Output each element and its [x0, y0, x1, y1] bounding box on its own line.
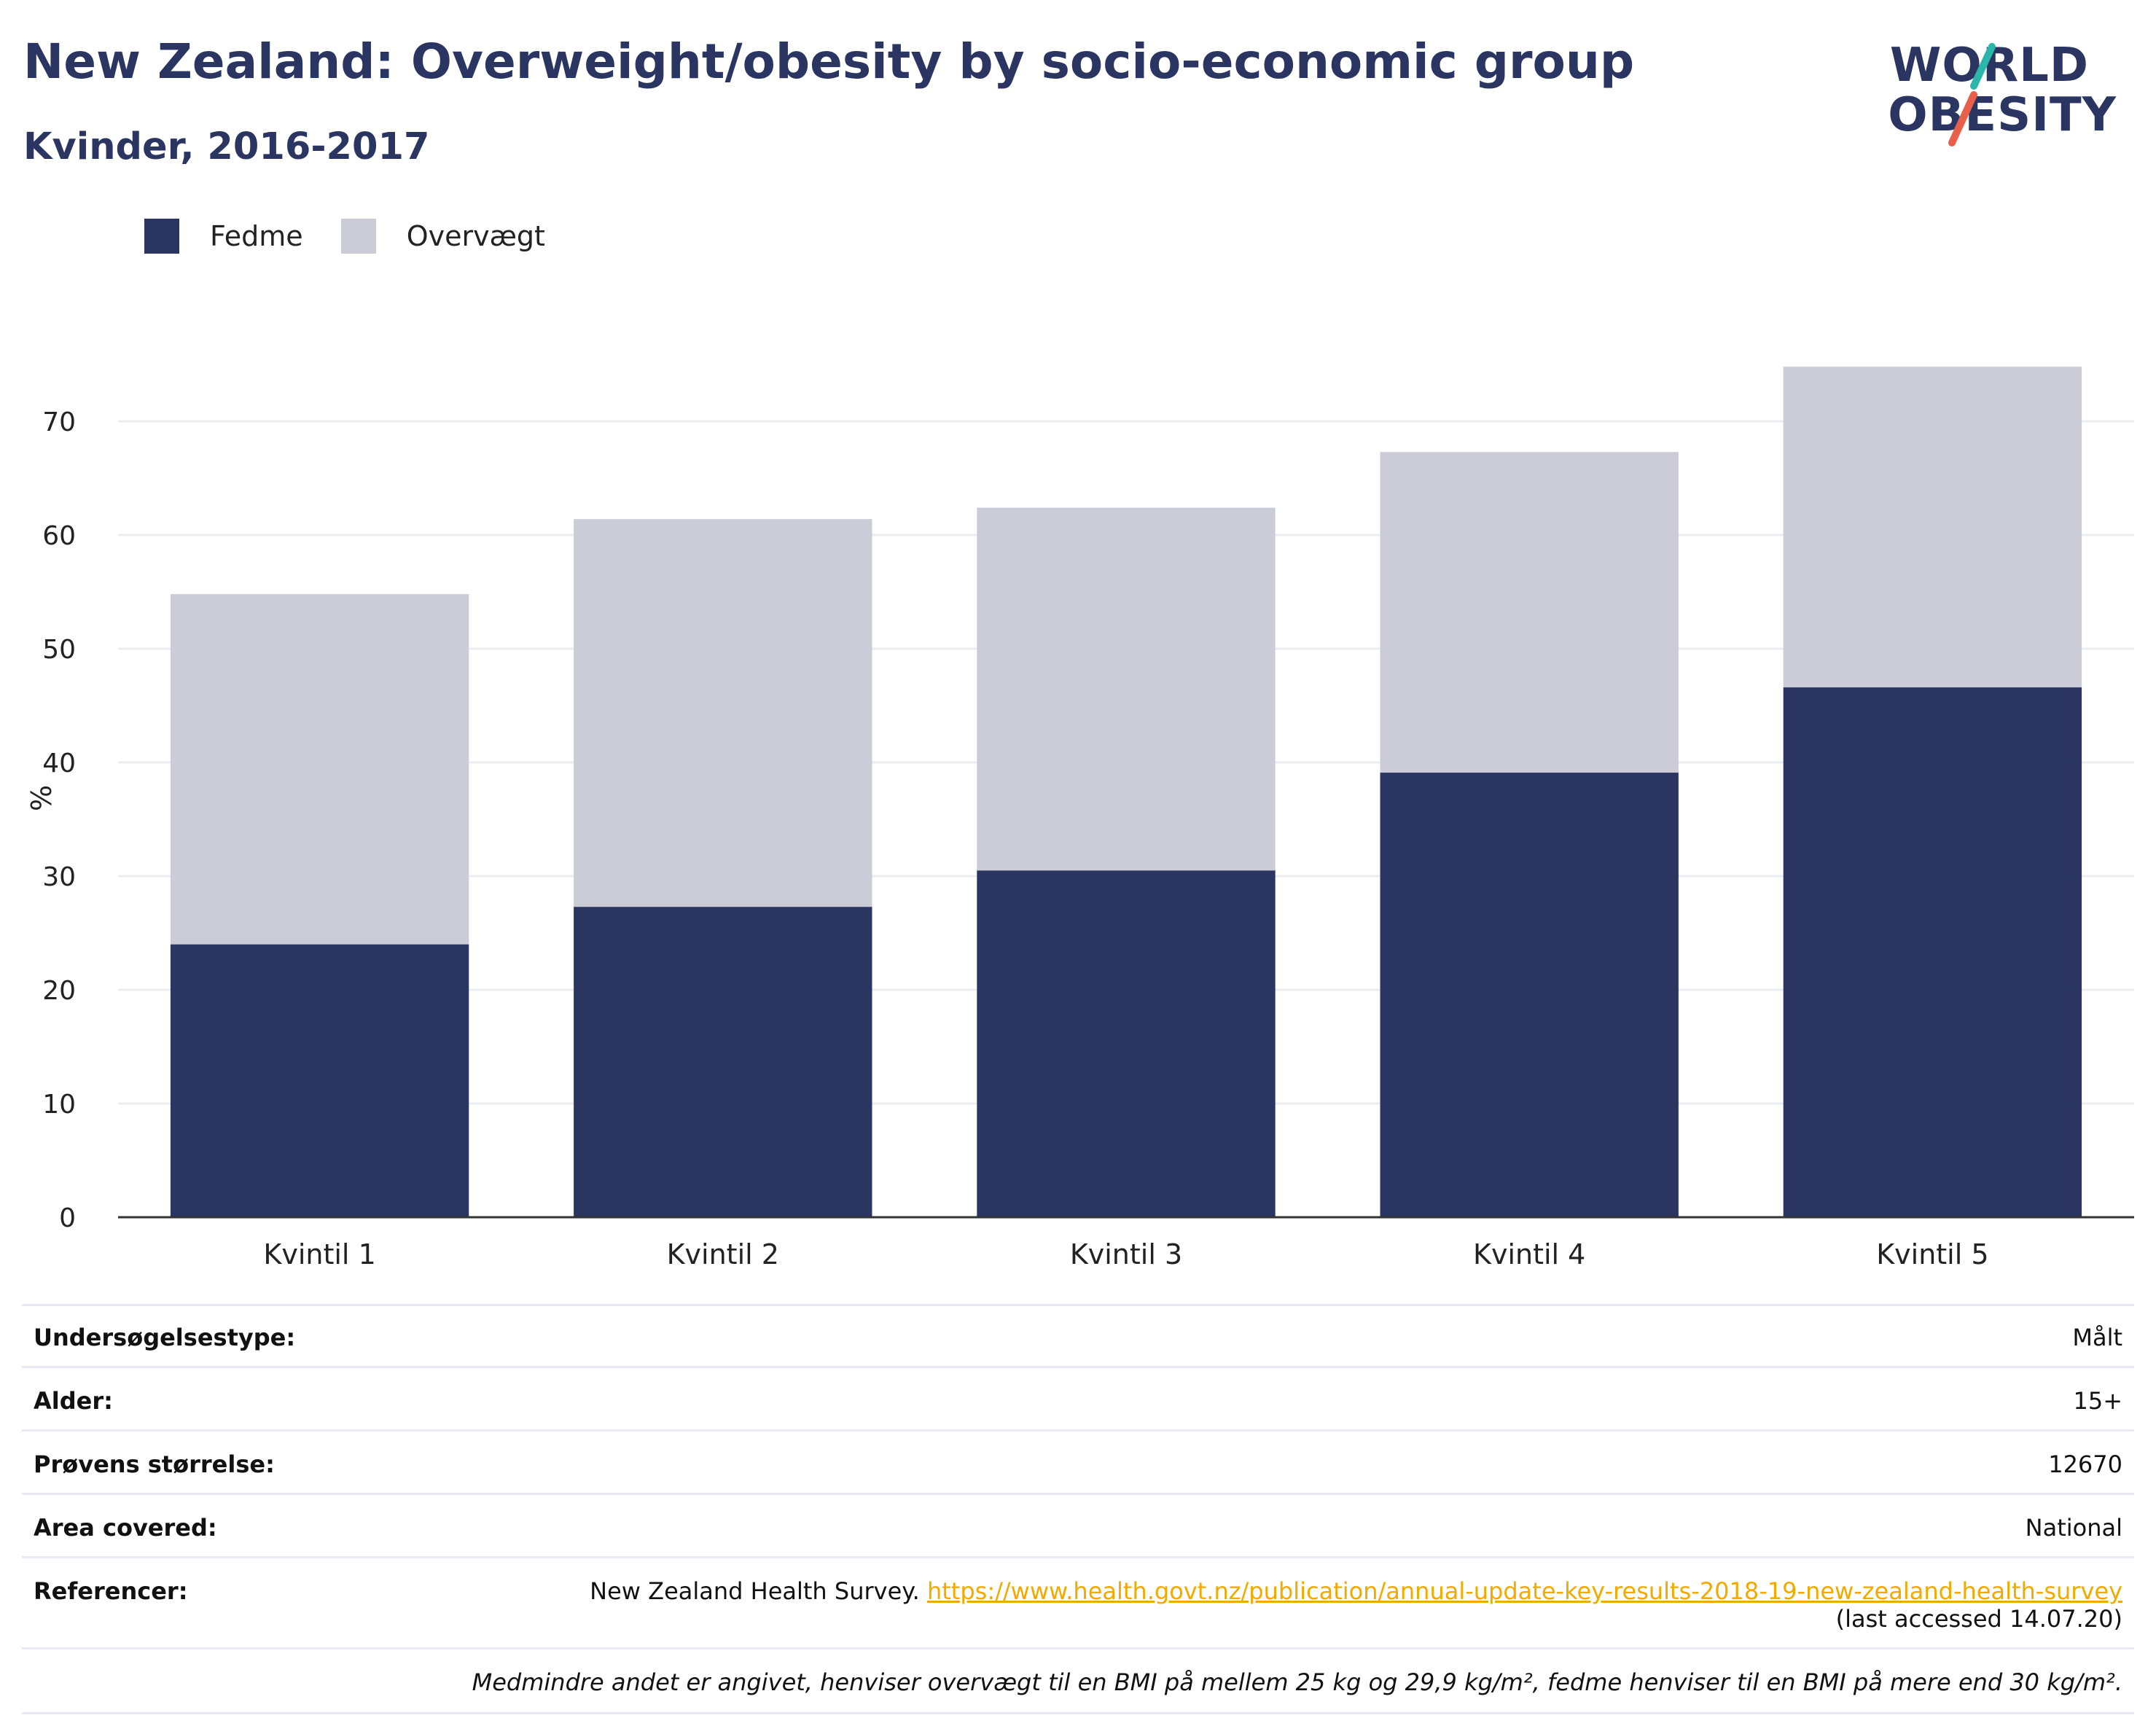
meta-label: Prøvens størrelse:	[34, 1450, 275, 1478]
y-tick-label: 10	[42, 1090, 76, 1120]
x-tick-label: Kvintil 5	[1876, 1238, 1988, 1270]
reference-link[interactable]: https://www.health.govt.nz/publication/a…	[926, 1577, 2122, 1605]
legend-swatch-fedme	[144, 219, 179, 254]
x-tick-label: Kvintil 1	[263, 1238, 375, 1270]
meta-row-survey-type: Undersøgelsestype: Målt	[22, 1304, 2134, 1366]
y-tick-label: 0	[59, 1203, 76, 1233]
bar-overvaegt	[574, 519, 872, 907]
bar-overvaegt	[170, 594, 469, 945]
meta-row-area: Area covered: National	[22, 1493, 2134, 1556]
x-tick-label: Kvintil 3	[1070, 1238, 1182, 1270]
bar-chart: 0 10 20 30 40 50 60 70% Kvintil 1 Kvintil 2 Kvinti…	[26, 367, 2134, 1270]
chart-title: New Zealand: Overweight/obesity by socio…	[23, 34, 1635, 90]
logo-word-obesity: OBESITY	[1888, 88, 2117, 142]
meta-value: National	[2025, 1514, 2122, 1542]
meta-label: Undersøgelsestype:	[34, 1324, 296, 1351]
bar-fedme	[574, 907, 872, 1217]
meta-row-age: Alder: 15+	[22, 1366, 2134, 1429]
metadata-table: Undersøgelsestype: Målt Alder: 15+ Prøve…	[22, 1304, 2134, 1714]
legend-label-overvaegt: Overvægt	[406, 220, 545, 252]
bar-fedme	[170, 944, 469, 1217]
reference-text: New Zealand Health Survey.	[590, 1577, 920, 1605]
y-tick-label: 50	[42, 635, 76, 665]
legend-item-overvaegt[interactable]: Overvægt	[340, 219, 545, 254]
meta-label: Area covered:	[34, 1514, 217, 1542]
y-tick-label: 30	[42, 862, 76, 892]
bar-fedme	[1783, 687, 2082, 1217]
world-obesity-logo: WORLD OBESITY	[1886, 28, 2134, 159]
bar-fedme	[977, 870, 1276, 1217]
meta-value: 15+	[2073, 1387, 2122, 1415]
chart-legend: Fedme Overvægt	[144, 216, 583, 257]
y-tick-label: 40	[42, 749, 76, 778]
definition-note: Medmindre andet er angivet, henviser ove…	[22, 1647, 2134, 1714]
references-value: New Zealand Health Survey. https://www.h…	[590, 1577, 2122, 1633]
y-tick-label: 70	[42, 407, 76, 437]
meta-row-references: Referencer: New Zealand Health Survey. h…	[22, 1556, 2134, 1647]
meta-value: 12670	[2048, 1450, 2122, 1478]
legend-swatch-overvaegt	[340, 219, 376, 254]
meta-row-sample-size: Prøvens størrelse: 12670	[22, 1429, 2134, 1493]
meta-label: Referencer:	[34, 1577, 188, 1605]
meta-value: Målt	[2072, 1324, 2122, 1351]
meta-label: Alder:	[34, 1387, 113, 1415]
logo-slash-icon	[1948, 43, 1996, 147]
bar-overvaegt	[977, 507, 1276, 871]
legend-item-fedme[interactable]: Fedme	[144, 219, 303, 254]
y-tick-label: 20	[42, 976, 76, 1006]
bar-fedme	[1380, 773, 1679, 1217]
legend-label-fedme: Fedme	[210, 220, 303, 252]
bar-overvaegt	[1380, 452, 1679, 773]
x-tick-label: Kvintil 4	[1473, 1238, 1585, 1270]
bar-overvaegt	[1783, 367, 2082, 688]
x-tick-label: Kvintil 2	[667, 1238, 779, 1270]
y-tick-label: 60	[42, 521, 76, 551]
chart-subtitle: Kvinder, 2016-2017	[23, 125, 430, 168]
y-axis-title: %	[26, 785, 58, 811]
reference-accessed: (last accessed 14.07.20)	[1835, 1605, 2122, 1633]
